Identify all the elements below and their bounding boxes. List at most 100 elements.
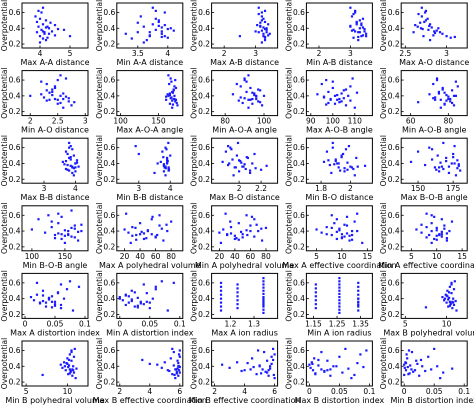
data-point — [32, 299, 36, 302]
data-point — [70, 104, 73, 107]
x-axis-label: Max B-O-B angle — [401, 193, 468, 202]
data-point — [403, 363, 406, 366]
data-point — [338, 289, 341, 292]
data-point — [419, 21, 422, 24]
data-point — [173, 97, 176, 101]
x-tick-label: 1.15 — [305, 319, 322, 328]
data-point — [347, 144, 351, 148]
x-axis-label: Max B-O distance — [209, 193, 279, 202]
data-point — [49, 21, 52, 24]
plot-frame — [21, 340, 89, 387]
data-point — [314, 299, 317, 302]
data-point — [51, 88, 54, 91]
data-point — [327, 159, 330, 162]
data-point — [263, 350, 266, 354]
data-point — [227, 163, 230, 167]
data-point — [451, 367, 454, 370]
data-point — [222, 228, 225, 231]
data-point — [365, 349, 368, 352]
data-point — [362, 365, 365, 369]
data-point — [142, 25, 145, 28]
data-point — [445, 99, 448, 102]
y-tick-label: 0.6 — [198, 346, 210, 355]
data-point — [340, 156, 343, 159]
data-point — [69, 369, 72, 373]
data-point — [447, 95, 450, 98]
data-point — [346, 168, 349, 171]
data-point — [430, 158, 434, 161]
data-point — [349, 99, 352, 102]
y-tick-label: 0.2 — [293, 107, 305, 116]
data-point — [169, 27, 172, 30]
data-point — [317, 358, 320, 362]
data-point — [47, 214, 50, 217]
y-tick-label: 0.2 — [9, 242, 21, 251]
data-point — [43, 32, 46, 35]
data-point — [166, 27, 169, 31]
data-point — [454, 94, 457, 97]
data-point — [249, 229, 252, 233]
data-point — [35, 281, 39, 284]
data-point — [345, 224, 349, 227]
x-tick-label: 1.2 — [224, 319, 236, 328]
data-point — [125, 212, 128, 215]
data-point — [173, 373, 176, 377]
x-tick-label: 5 — [403, 319, 408, 328]
data-point — [154, 285, 157, 288]
x-tick-label: 2 — [317, 49, 322, 58]
data-point — [317, 364, 320, 367]
data-point — [142, 41, 145, 44]
data-point — [433, 215, 436, 218]
data-point — [221, 363, 224, 366]
data-point — [257, 31, 260, 34]
data-point — [424, 19, 428, 22]
data-point — [226, 233, 229, 236]
data-point — [420, 15, 423, 18]
data-point — [245, 80, 248, 83]
data-point — [353, 106, 356, 109]
data-point — [265, 27, 268, 30]
data-point — [322, 95, 326, 98]
data-point — [174, 78, 177, 82]
data-point — [353, 220, 356, 223]
y-tick-label: 0.2 — [9, 310, 21, 319]
data-point — [351, 77, 354, 80]
data-point — [449, 302, 452, 305]
data-point — [70, 359, 73, 362]
data-point — [262, 283, 265, 286]
data-point — [151, 23, 154, 26]
data-point — [447, 171, 451, 175]
data-point — [436, 365, 439, 368]
y-tick-label: 0.4 — [9, 159, 21, 168]
data-point — [157, 24, 160, 27]
data-point — [266, 359, 269, 362]
plot-frame — [116, 205, 184, 252]
data-point — [329, 97, 332, 101]
data-point — [459, 169, 462, 172]
data-point — [273, 353, 276, 356]
x-tick-label: 0.05 — [47, 319, 64, 328]
y-axis-label: Overpotential — [284, 338, 293, 389]
data-point — [171, 373, 174, 376]
data-point — [245, 229, 248, 232]
data-point — [166, 229, 169, 233]
data-point — [75, 159, 79, 162]
data-point — [127, 295, 130, 298]
data-point — [357, 289, 360, 292]
data-point — [336, 93, 339, 97]
y-tick-label: 0.6 — [198, 143, 210, 152]
data-point — [338, 283, 341, 286]
data-point — [336, 98, 339, 101]
plot-frame — [21, 70, 89, 117]
data-point — [333, 102, 337, 105]
data-point — [64, 167, 68, 171]
data-point — [240, 230, 243, 233]
x-tick-label: 15 — [363, 252, 373, 261]
data-point — [441, 295, 444, 299]
data-point — [176, 359, 179, 362]
data-point — [166, 369, 169, 372]
y-tick-label: 0.6 — [293, 346, 305, 355]
data-point — [456, 85, 459, 88]
y-tick-label: 0.4 — [198, 159, 210, 168]
